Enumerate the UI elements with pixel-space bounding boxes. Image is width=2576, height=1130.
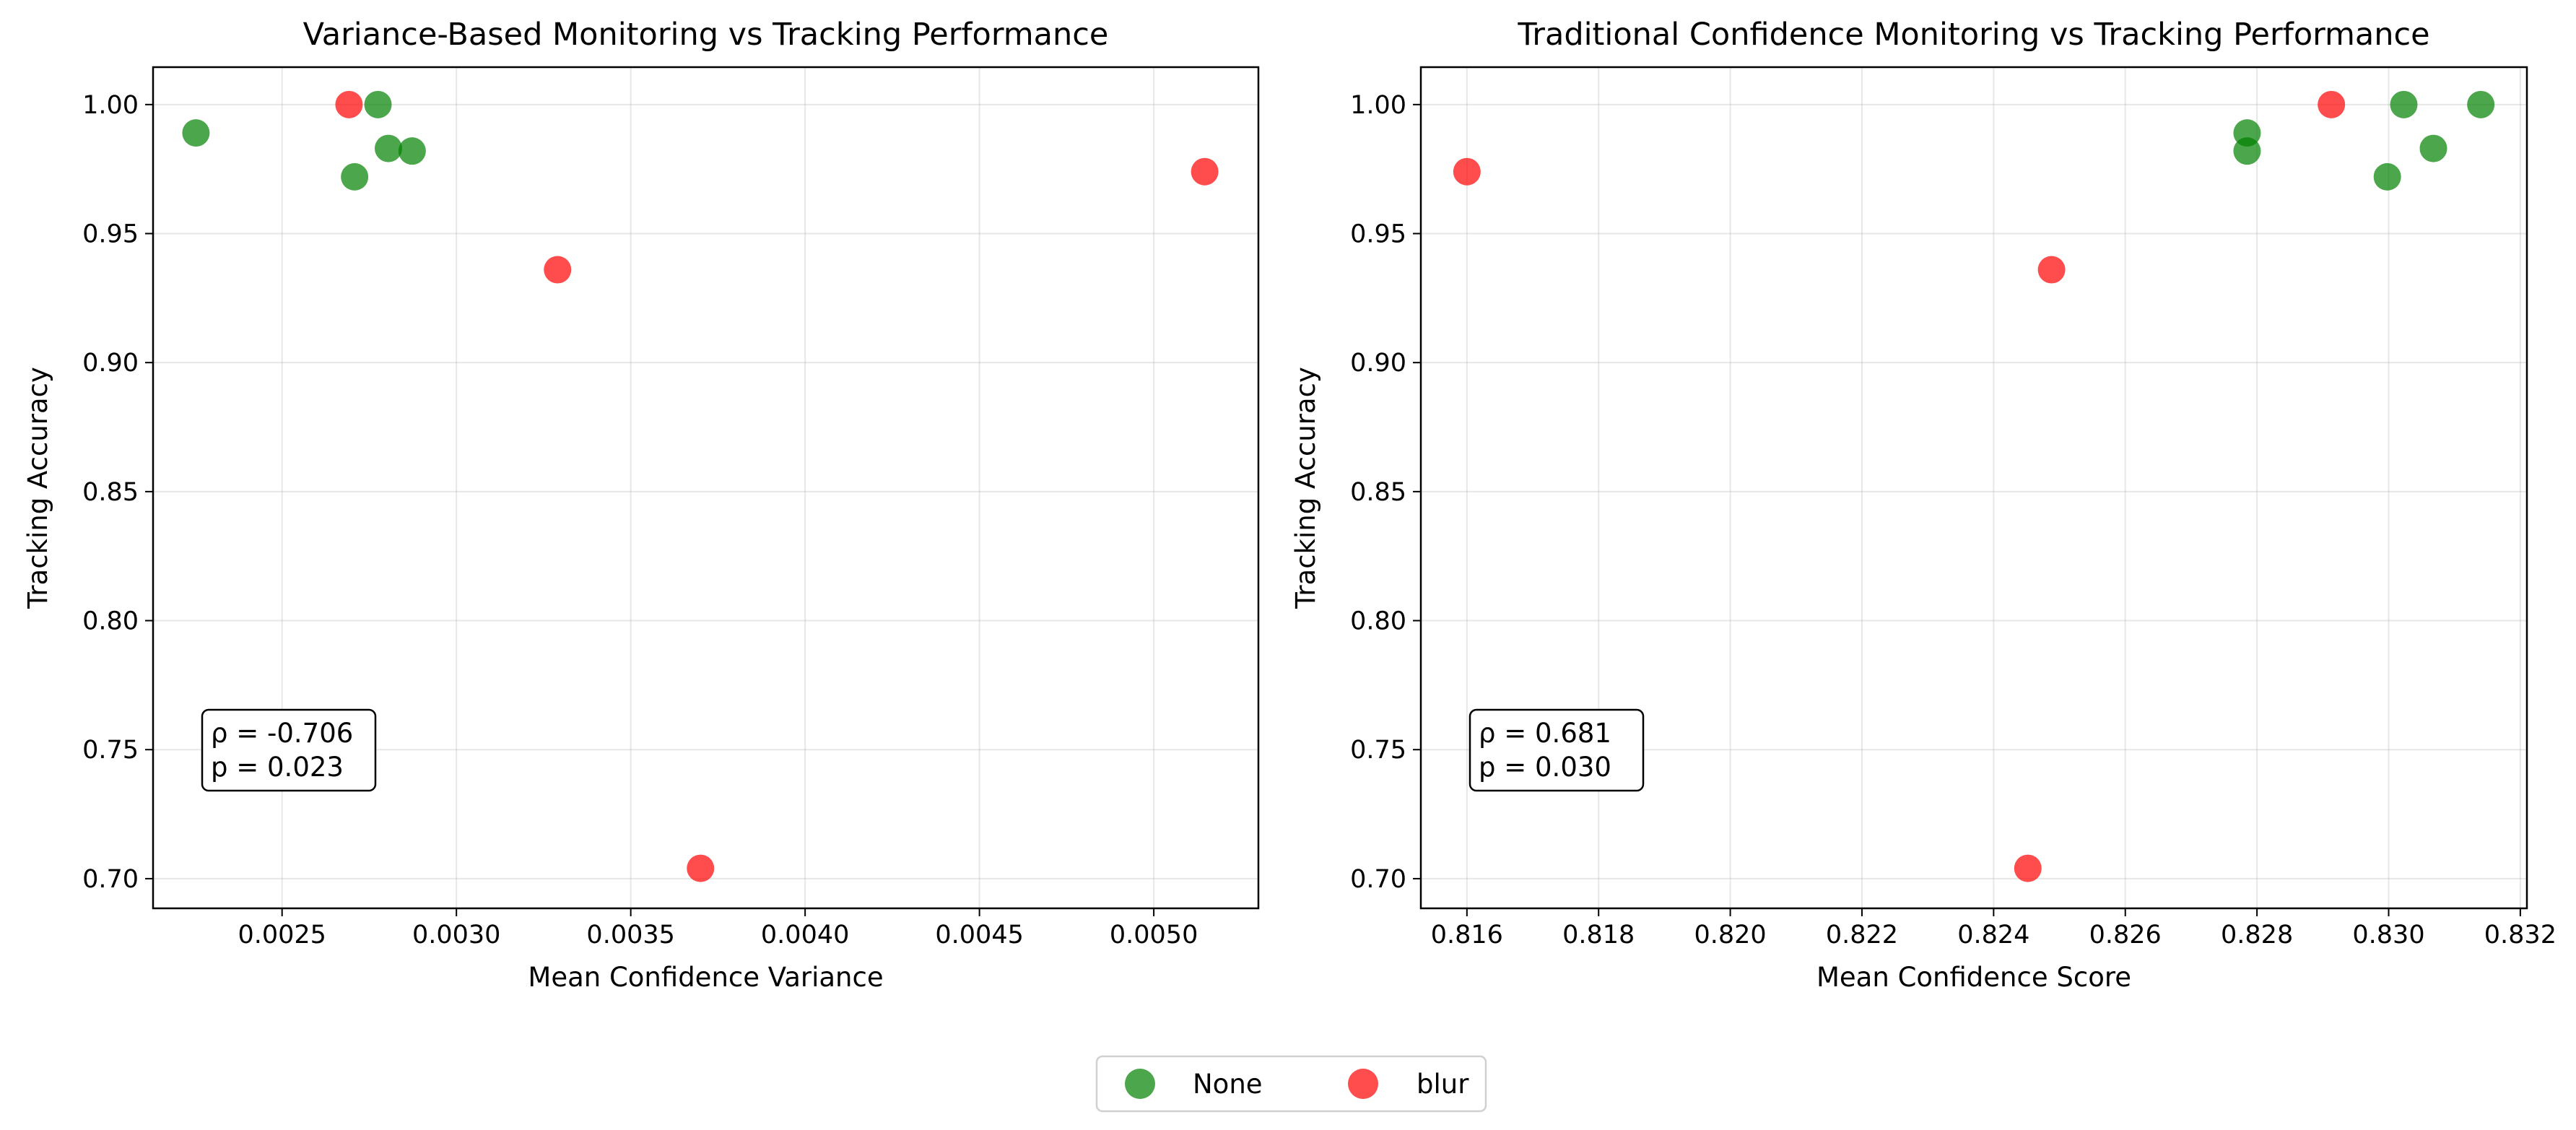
y-tick-label: 0.80 [1350, 607, 1406, 636]
x-tick-label: 0.0045 [935, 921, 1023, 949]
chart-title: Variance-Based Monitoring vs Tracking Pe… [303, 17, 1109, 53]
annotation-line: p = 0.023 [211, 752, 344, 783]
point-none [364, 90, 392, 118]
axes-frame [1419, 66, 2528, 910]
y-tick-label: 0.95 [82, 220, 139, 248]
x-tick-label: 0.0050 [1110, 921, 1198, 949]
legend-marker [1348, 1069, 1378, 1099]
point-none [2390, 90, 2418, 118]
y-tick-label: 0.90 [1350, 349, 1406, 378]
y-tick-label: 1.00 [1350, 91, 1406, 120]
point-none [2467, 90, 2495, 118]
point-none [341, 162, 369, 191]
point-blur [1191, 157, 1219, 186]
x-tick-label: 0.820 [1694, 921, 1766, 949]
x-tick-label: 0.818 [1562, 921, 1635, 949]
legend-entry-none: None [1125, 1069, 1263, 1100]
x-axis-label: Mean Confidence Variance [528, 962, 883, 993]
annotation-box [201, 708, 377, 792]
chart-2: 0.816 0.818 0.820 0.822 0.824 0.826 0.828 0.830… [1290, 17, 2557, 993]
x-tick-label: 0.0030 [412, 921, 500, 949]
x-tick-label: 0.830 [2352, 921, 2424, 949]
legend-label: blur [1417, 1069, 1469, 1100]
legend-marker [1125, 1069, 1155, 1099]
x-tick-label: 0.826 [2089, 921, 2162, 949]
point-none [2233, 137, 2261, 165]
point-blur [335, 90, 363, 118]
y-tick-label: 0.70 [1350, 865, 1406, 894]
point-blur [687, 854, 715, 882]
point-blur [2037, 256, 2066, 284]
y-axis-label: Tracking Accuracy [22, 367, 53, 609]
x-tick-label: 0.832 [2484, 921, 2557, 949]
chart-1: 0.0025 0.0030 0.0035 0.0040 0.0045 0.0050 0.70… [22, 17, 1260, 993]
x-tick-label: 0.0025 [238, 921, 326, 949]
x-tick-label: 0.828 [2221, 921, 2293, 949]
point-none [375, 134, 403, 162]
point-blur [2318, 90, 2346, 118]
y-tick-label: 0.70 [82, 865, 139, 894]
x-tick-label: 0.0040 [761, 921, 849, 949]
point-none [398, 137, 426, 165]
annotation-line: ρ = 0.681 [1479, 718, 1611, 749]
x-axis-label: Mean Confidence Score [1816, 962, 2131, 993]
chart-title: Traditional Confidence Monitoring vs Tra… [1517, 17, 2429, 53]
point-none [182, 119, 210, 147]
point-blur [1453, 157, 1481, 186]
point-none [2419, 134, 2447, 162]
annotation-line: p = 0.030 [1479, 752, 1611, 783]
plots: 0.0025 0.0030 0.0035 0.0040 0.0045 0.0050 0.70… [22, 17, 2557, 993]
legend: None blur [1095, 1055, 1487, 1113]
y-tick-label: 0.75 [82, 736, 139, 765]
point-blur [2014, 854, 2042, 882]
y-tick-label: 1.00 [82, 91, 139, 120]
y-tick-label: 0.95 [1350, 220, 1406, 248]
point-blur [544, 256, 572, 284]
axes-frame [152, 66, 1260, 910]
point-none [2373, 162, 2401, 191]
y-tick-label: 0.75 [1350, 736, 1406, 765]
y-tick-label: 0.80 [82, 607, 139, 636]
x-tick-label: 0.816 [1431, 921, 1503, 949]
y-tick-label: 0.85 [82, 478, 139, 507]
annotation-box [1468, 708, 1645, 792]
x-tick-label: 0.824 [1957, 921, 2029, 949]
annotation-line: ρ = -0.706 [211, 718, 353, 749]
x-tick-label: 0.0035 [586, 921, 674, 949]
legend-frame [1095, 1055, 1487, 1113]
legend-label: None [1193, 1069, 1263, 1100]
x-tick-label: 0.822 [1826, 921, 1898, 949]
y-tick-label: 0.85 [1350, 478, 1406, 507]
legend-entry-blur: blur [1348, 1069, 1469, 1100]
y-axis-label: Tracking Accuracy [1290, 367, 1321, 609]
y-tick-label: 0.90 [82, 349, 139, 378]
